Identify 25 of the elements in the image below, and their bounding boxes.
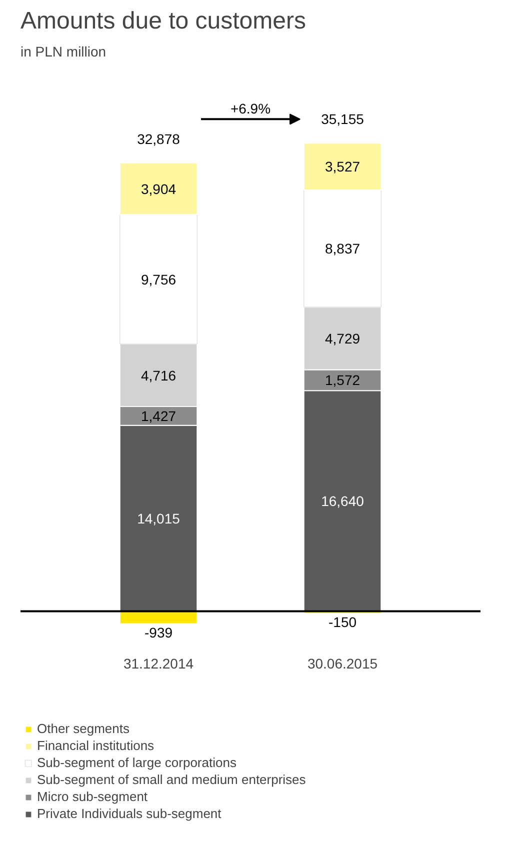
chart-title: Amounts due to customers: [20, 8, 306, 34]
legend-label: Financial institutions: [37, 738, 154, 753]
legend-label: Sub-segment of small and medium enterprises: [37, 772, 306, 787]
legend-label: Private Individuals sub-segment: [37, 806, 222, 821]
x-tick-label: 30.06.2015: [307, 656, 378, 672]
legend-label: Sub-segment of large corporations: [37, 755, 236, 770]
data-label: -150: [328, 614, 357, 630]
total-label: 32,878: [137, 130, 180, 147]
chart-subtitle: in PLN million: [20, 44, 106, 60]
data-label: 1,572: [324, 372, 360, 388]
data-label: 1,427: [140, 408, 176, 424]
x-tick-label: 31.12.2014: [123, 656, 194, 672]
data-label: -939: [144, 624, 173, 641]
data-label: 3,904: [140, 180, 176, 197]
data-label: 16,640: [321, 492, 364, 509]
data-label: 4,729: [324, 330, 360, 346]
data-label: 3,527: [324, 158, 360, 175]
text: +6.9%: [230, 100, 271, 117]
data-label: 4,716: [140, 367, 176, 384]
total-label: 35,155: [321, 111, 364, 128]
legend-label: Other segments: [37, 721, 130, 736]
data-label: 9,756: [140, 271, 176, 288]
data-label: 14,015: [137, 510, 180, 526]
data-label: 8,837: [324, 240, 360, 257]
legend-label: Micro sub-segment: [37, 789, 148, 804]
